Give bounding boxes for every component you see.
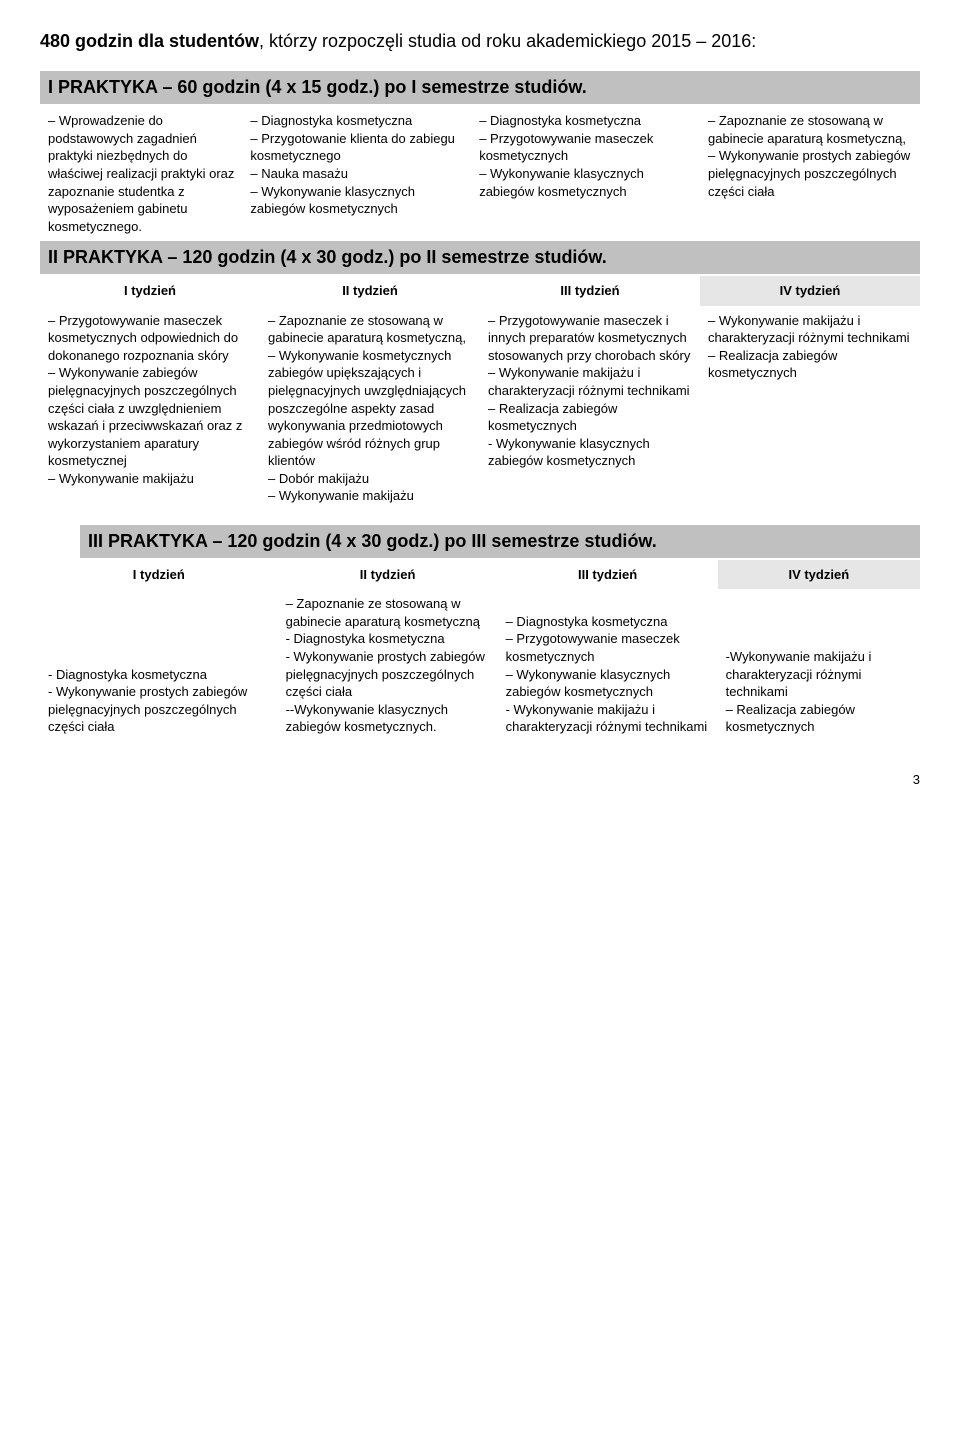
s3-week2: II tydzień <box>278 560 498 590</box>
s2-col3: – Przygotowywanie maseczek i innych prep… <box>480 306 700 511</box>
s2-week1: I tydzień <box>40 276 260 306</box>
s1-col4: – Zapoznanie ze stosowaną w gabinecie ap… <box>700 106 920 241</box>
section1-table: – Wprowadzenie do podstawowych zagadnień… <box>40 106 920 241</box>
page-number: 3 <box>40 772 920 787</box>
intro-bold: 480 godzin dla studentów <box>40 31 259 51</box>
section1-header: I PRAKTYKA – 60 godzin (4 x 15 godz.) po… <box>40 71 920 104</box>
s3-col3: – Diagnostyka kosmetyczna– Przygotowywan… <box>498 589 718 741</box>
s2-week2: II tydzień <box>260 276 480 306</box>
section2-table: I tydzień II tydzień III tydzień IV tydz… <box>40 276 920 511</box>
intro-text: 480 godzin dla studentów, którzy rozpocz… <box>40 30 920 53</box>
s2-col4: – Wykonywanie makijażu i charakteryzacji… <box>700 306 920 511</box>
s3-col4: -Wykonywanie makijażu i charakteryzacji … <box>718 589 920 741</box>
s3-week1: I tydzień <box>40 560 278 590</box>
s2-col1: – Przygotowywanie maseczek kosmetycznych… <box>40 306 260 511</box>
section2-header: II PRAKTYKA – 120 godzin (4 x 30 godz.) … <box>40 241 920 274</box>
s3-col2: – Zapoznanie ze stosowaną w gabinecie ap… <box>278 589 498 741</box>
s3-week3: III tydzień <box>498 560 718 590</box>
intro-rest: , którzy rozpoczęli studia od roku akade… <box>259 31 756 51</box>
s3-col1: - Diagnostyka kosmetyczna- Wykonywanie p… <box>40 589 278 741</box>
s2-col2: – Zapoznanie ze stosowaną w gabinecie ap… <box>260 306 480 511</box>
s1-col1: – Wprowadzenie do podstawowych zagadnień… <box>40 106 242 241</box>
s1-col2: – Diagnostyka kosmetyczna– Przygotowanie… <box>242 106 471 241</box>
s1-col3: – Diagnostyka kosmetyczna– Przygotowywan… <box>471 106 700 241</box>
section3-table: I tydzień II tydzień III tydzień IV tydz… <box>40 560 920 742</box>
section3-header: III PRAKTYKA – 120 godzin (4 x 30 godz.)… <box>80 525 920 558</box>
s2-week4: IV tydzień <box>700 276 920 306</box>
s3-week4: IV tydzień <box>718 560 920 590</box>
s2-week3: III tydzień <box>480 276 700 306</box>
